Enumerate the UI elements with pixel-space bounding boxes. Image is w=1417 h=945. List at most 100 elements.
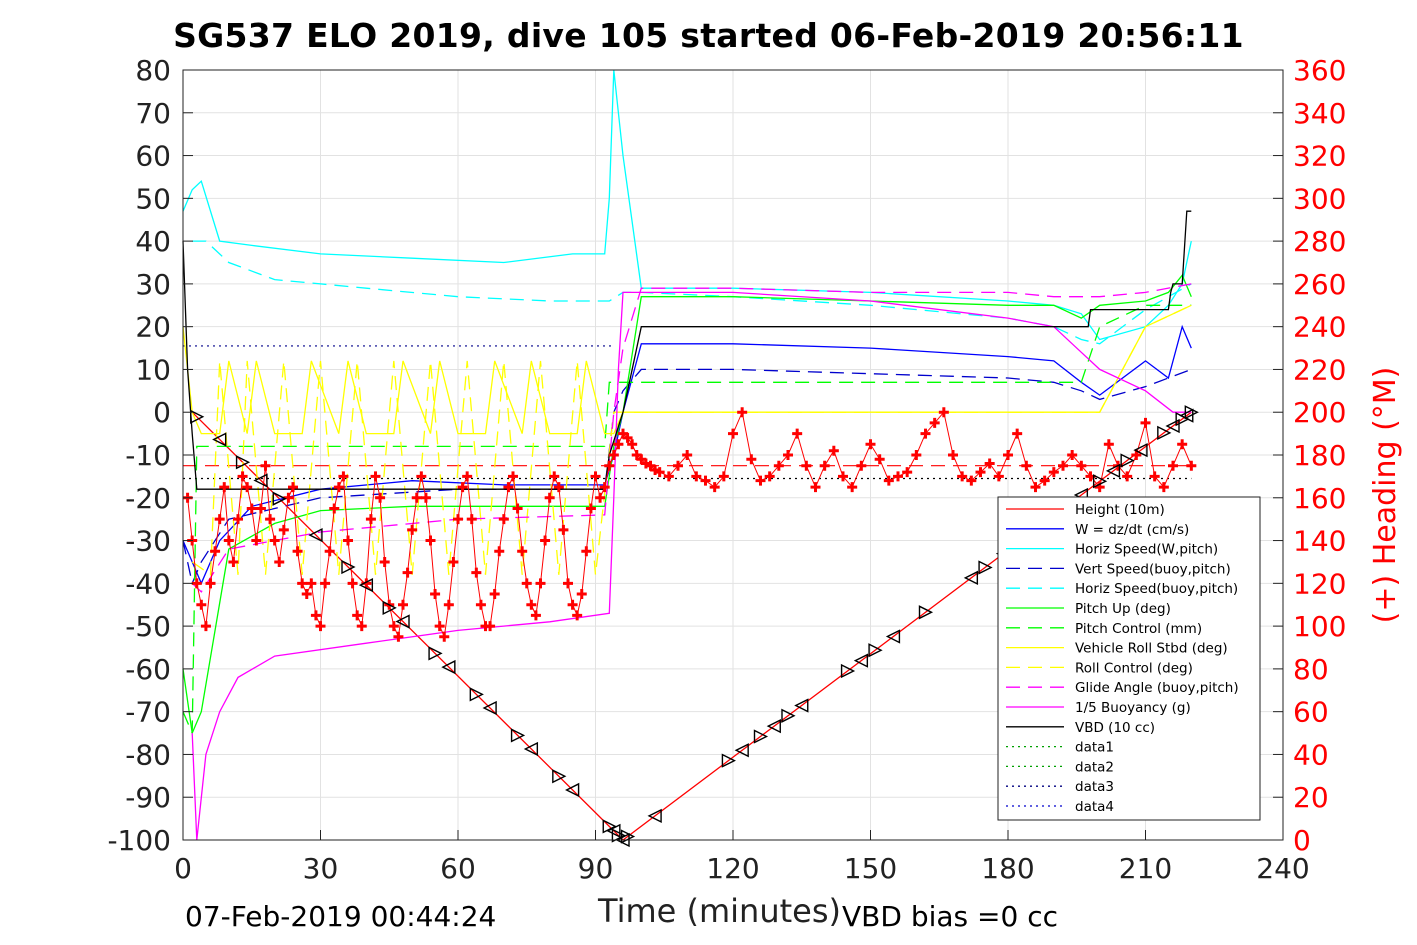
heading-point — [783, 450, 793, 460]
triangle-marker — [885, 629, 901, 644]
triangle-marker — [272, 491, 287, 506]
triangle-marker — [552, 769, 567, 784]
series-line — [192, 240, 1192, 345]
series-line — [182, 324, 1192, 585]
heading-point — [595, 492, 606, 503]
heading-point — [402, 567, 413, 578]
heading-point — [1177, 439, 1188, 450]
heading-point — [957, 471, 968, 482]
vbd-bias-label: VBD bias =0 cc — [842, 900, 1058, 933]
legend-label: data3 — [1075, 779, 1114, 795]
heading-point — [471, 567, 482, 578]
x-tick-label: 180 — [981, 852, 1034, 885]
heading-point — [310, 610, 321, 621]
heading-point — [494, 546, 505, 557]
heading-point — [521, 578, 532, 589]
heading-point — [535, 578, 546, 589]
heading-point — [526, 599, 537, 610]
heading-point — [920, 428, 931, 439]
heading-point — [416, 471, 427, 482]
heading-point — [608, 450, 619, 460]
heading-point — [333, 482, 344, 493]
x-axis-label: Time (minutes) — [598, 892, 841, 930]
heading-point — [572, 610, 583, 621]
legend-box — [997, 496, 1261, 821]
y-tick-label-left: 60 — [135, 140, 171, 173]
series-line — [182, 274, 1192, 736]
triangle-marker — [602, 819, 617, 834]
heading-point — [929, 417, 940, 428]
heading-point — [288, 482, 298, 493]
triangle-marker — [721, 753, 736, 768]
x-axis-ticks: 0 30 60 90 120 150 180 210 240 — [174, 830, 1310, 885]
heading-point — [255, 503, 266, 514]
heading-point — [365, 514, 376, 525]
heading-point — [1122, 471, 1133, 482]
series-line — [191, 304, 1192, 577]
y-tick-label-left: -90 — [125, 781, 171, 814]
heading-point — [865, 439, 876, 450]
triangle-marker — [565, 782, 580, 798]
heading-point — [563, 578, 573, 589]
triangle-marker — [441, 659, 456, 675]
y-tick-label-left: -40 — [125, 567, 171, 600]
heading-point — [1140, 417, 1151, 428]
legend-label: W = dz/dt (cm/s) — [1075, 522, 1189, 538]
legend-label: data4 — [1075, 799, 1114, 815]
y-tick-label-right: 220 — [1293, 353, 1346, 386]
heading-point — [214, 514, 225, 525]
heading-point — [379, 556, 390, 567]
heading-point — [223, 535, 234, 546]
y-tick-label-left: 40 — [135, 225, 171, 258]
triangle-marker — [606, 823, 621, 839]
heading-point — [196, 599, 207, 610]
heading-point — [205, 578, 216, 589]
triangle-marker — [253, 473, 268, 488]
legend-label: Horiz Speed(W,pitch) — [1075, 542, 1218, 558]
heading-point — [874, 454, 885, 465]
y-tick-label-right: 360 — [1293, 54, 1346, 87]
heading-point — [292, 546, 303, 557]
triangle-marker — [868, 643, 883, 658]
series-line — [182, 210, 1192, 490]
triangle-marker — [1184, 405, 1199, 420]
heading-point — [210, 546, 221, 557]
heading-point — [1058, 460, 1068, 471]
heading-point — [1048, 467, 1059, 478]
heading-point — [911, 450, 922, 460]
heading-point — [324, 546, 335, 557]
triangle-marker — [1133, 443, 1148, 458]
heading-point — [792, 428, 803, 439]
y-tick-label-right: 200 — [1293, 396, 1346, 429]
triangle-marker — [382, 600, 397, 616]
triangle-marker — [1120, 453, 1135, 468]
heading-point — [453, 514, 463, 525]
heading-point — [654, 467, 665, 478]
heading-point — [902, 467, 913, 478]
heading-point — [604, 460, 615, 471]
legend-label: Horiz Speed(buoy,pitch) — [1075, 581, 1238, 597]
heading-point — [530, 610, 541, 621]
heading-point — [737, 407, 748, 418]
y-tick-label-right: 240 — [1293, 311, 1346, 344]
heading-point — [466, 514, 477, 525]
heading-point — [517, 546, 528, 557]
heading-point — [1076, 460, 1087, 471]
heading-point — [540, 535, 551, 546]
heading-point — [425, 535, 436, 546]
triangle-marker — [1157, 425, 1172, 441]
heading-point — [398, 599, 408, 610]
y-tick-label-left: 10 — [135, 353, 171, 386]
triangle-marker — [1092, 474, 1108, 489]
triangle-marker — [428, 646, 443, 661]
heading-point — [439, 631, 450, 642]
heading-point — [242, 482, 253, 493]
triangle-marker — [482, 700, 497, 716]
heading-point — [1186, 460, 1197, 471]
legend-label: Glide Angle (buoy,pitch) — [1075, 680, 1239, 696]
heading-point — [274, 556, 285, 567]
heading-point — [893, 471, 903, 482]
triangle-marker — [1105, 463, 1121, 479]
heading-point — [237, 471, 248, 482]
y-tick-label-right: 100 — [1293, 610, 1346, 643]
